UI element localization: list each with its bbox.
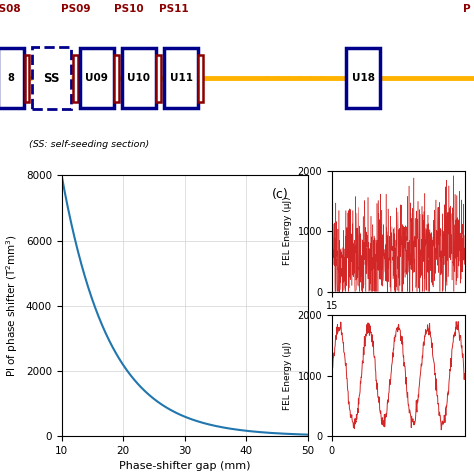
- X-axis label: Phase-shifter gap (mm): Phase-shifter gap (mm): [119, 461, 251, 471]
- Text: 8: 8: [7, 73, 14, 83]
- Bar: [164, 48, 198, 108]
- Bar: [25, 55, 29, 102]
- Text: U10: U10: [128, 73, 150, 83]
- Bar: [0, 48, 24, 108]
- Bar: [32, 47, 71, 109]
- Text: (SS: self-seeding section): (SS: self-seeding section): [29, 140, 150, 148]
- Text: SS: SS: [43, 72, 59, 85]
- Bar: [73, 55, 78, 102]
- Bar: [122, 48, 156, 108]
- Bar: [346, 48, 380, 108]
- Y-axis label: FEL Energy (μJ): FEL Energy (μJ): [283, 341, 292, 410]
- Bar: [198, 55, 203, 102]
- Text: · · · · · ·: · · · · · ·: [264, 71, 324, 86]
- Text: U09: U09: [85, 73, 108, 83]
- Text: PS09: PS09: [61, 4, 90, 14]
- Text: P: P: [463, 4, 471, 14]
- Text: U18: U18: [352, 73, 374, 83]
- Y-axis label: FEL Energy (μJ): FEL Energy (μJ): [283, 197, 292, 265]
- Text: PS08: PS08: [0, 4, 20, 14]
- Y-axis label: PI of phase shifter (T$^2$mm$^3$): PI of phase shifter (T$^2$mm$^3$): [4, 234, 20, 377]
- Bar: [156, 55, 161, 102]
- Text: PS10: PS10: [114, 4, 143, 14]
- Text: (c): (c): [272, 189, 288, 201]
- Text: U11: U11: [170, 73, 192, 83]
- Bar: [114, 55, 118, 102]
- Bar: [80, 48, 114, 108]
- Text: PS11: PS11: [159, 4, 189, 14]
